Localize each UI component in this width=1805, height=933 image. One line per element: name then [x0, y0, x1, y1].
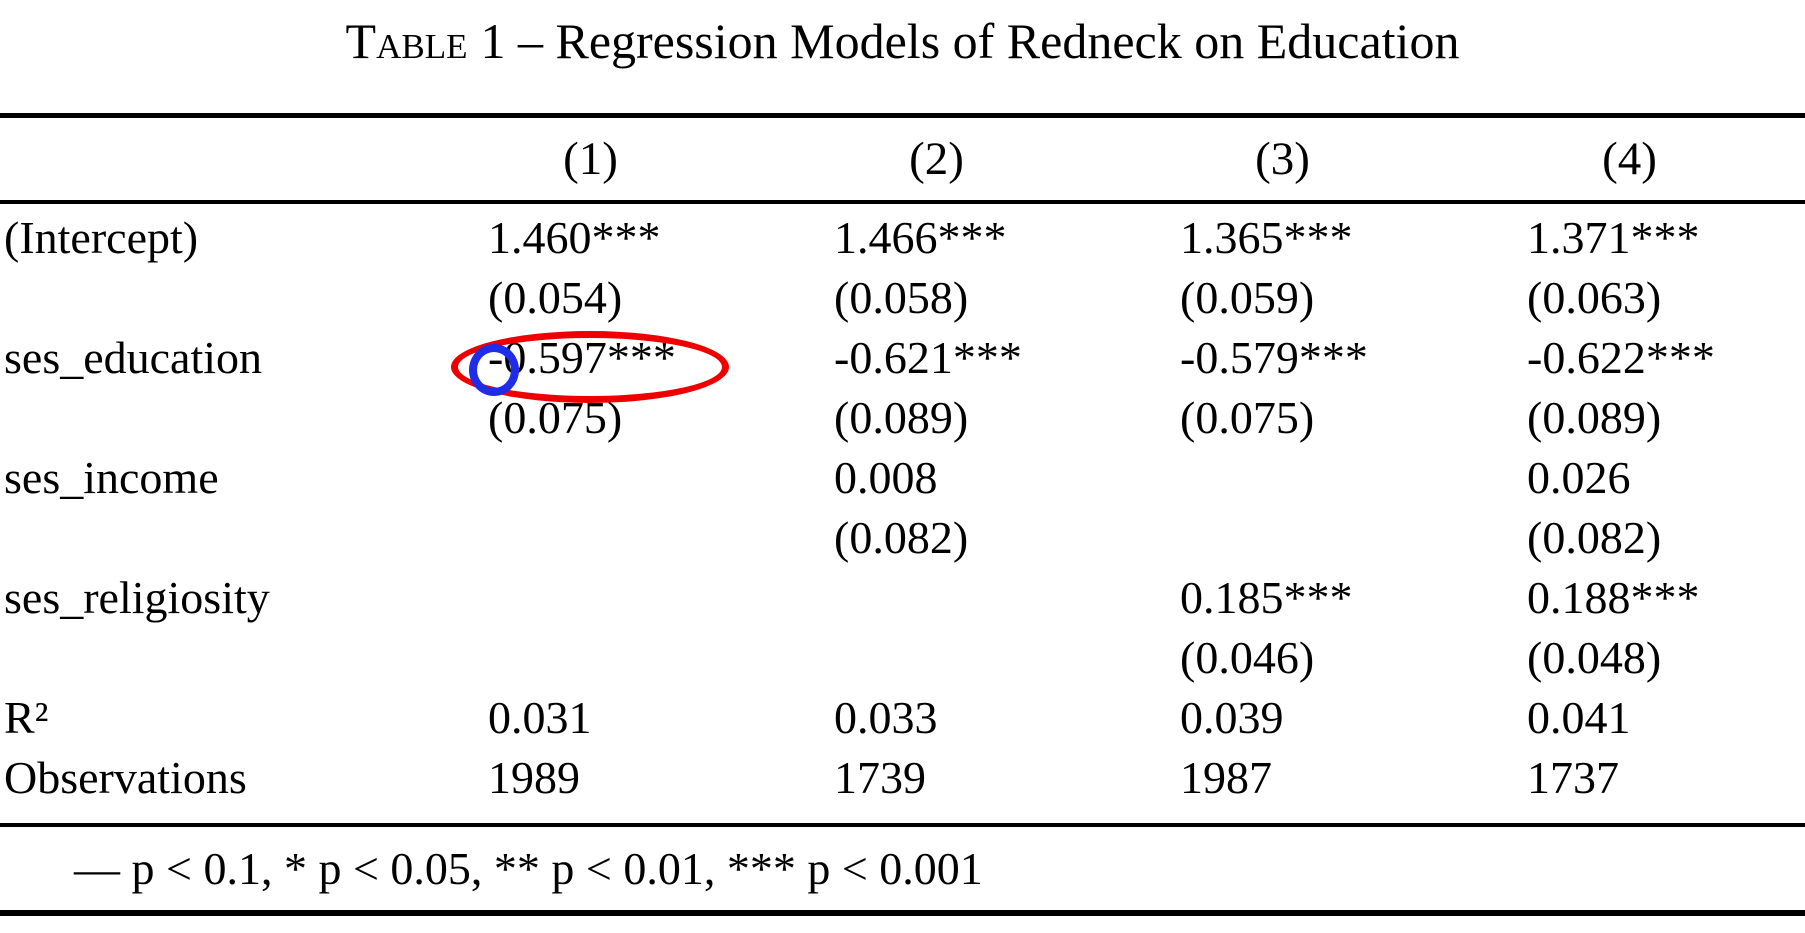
coef-cell-circled: -0.597***	[488, 332, 676, 383]
se-cell: (0.082)	[834, 512, 969, 563]
stat-label-r-squared: R²	[4, 692, 49, 743]
column-header-1: (1)	[488, 118, 834, 200]
empty-cell	[0, 508, 488, 568]
se-cell: (0.089)	[834, 392, 969, 443]
table-title-prefix: Table	[345, 13, 468, 69]
stat-label-observations: Observations	[4, 752, 247, 803]
coef-cell	[488, 568, 834, 628]
table-title: Table 1 – Regression Models of Redneck on…	[0, 0, 1805, 82]
column-header-2-label: (2)	[909, 133, 964, 185]
coef-cell	[1180, 448, 1527, 508]
stat-cell: 1737	[1527, 752, 1619, 803]
top-rule	[0, 113, 1805, 118]
coef-cell: 1.371***	[1527, 212, 1700, 263]
se-cell: (0.046)	[1180, 632, 1315, 683]
coef-cell: -0.579***	[1180, 332, 1368, 383]
coef-cell	[488, 448, 834, 508]
se-cell: (0.075)	[1180, 392, 1315, 443]
column-header-3: (3)	[1180, 118, 1527, 200]
column-header-3-label: (3)	[1255, 133, 1310, 185]
se-cell: (0.089)	[1527, 392, 1662, 443]
coef-cell: 0.008	[834, 452, 938, 503]
column-header-row: (1) (2) (3) (4)	[0, 118, 1805, 200]
se-cell	[834, 628, 1180, 688]
se-cell	[1180, 508, 1527, 568]
stat-cell: 0.031	[488, 692, 592, 743]
se-cell	[488, 628, 834, 688]
coef-cell: 1.365***	[1180, 212, 1353, 263]
row-label: ses_income	[4, 452, 219, 503]
stat-cell: 0.041	[1527, 692, 1631, 743]
stat-cell: 0.039	[1180, 692, 1284, 743]
empty-cell	[0, 268, 488, 328]
row-label: (Intercept)	[4, 212, 199, 263]
row-label: ses_religiosity	[4, 572, 270, 623]
se-cell: (0.082)	[1527, 512, 1662, 563]
se-cell: (0.048)	[1527, 632, 1662, 683]
coef-cell	[834, 568, 1180, 628]
column-header-4-label: (4)	[1602, 133, 1657, 185]
column-header-2: (2)	[834, 118, 1180, 200]
empty-cell	[0, 628, 488, 688]
row-label: ses_education	[4, 332, 263, 383]
footer-rule	[0, 823, 1805, 827]
coef-cell: 0.188***	[1527, 572, 1700, 623]
stat-cell: 1989	[488, 752, 580, 803]
coef-cell: 0.026	[1527, 452, 1631, 503]
se-cell: (0.063)	[1527, 272, 1662, 323]
column-header-1-label: (1)	[563, 133, 618, 185]
coef-cell: -0.622***	[1527, 332, 1715, 383]
coef-cell: 1.460***	[488, 212, 661, 263]
column-header-4: (4)	[1527, 118, 1805, 200]
header-rule	[0, 200, 1805, 204]
significance-note: — p < 0.1, * p < 0.05, ** p < 0.01, *** …	[74, 843, 983, 894]
bottom-rule	[0, 910, 1805, 916]
table-body: (Intercept) 1.460*** 1.466*** 1.365*** 1…	[0, 208, 1805, 808]
se-cell: (0.054)	[488, 272, 623, 323]
se-cell: (0.058)	[834, 272, 969, 323]
coef-cell: -0.621***	[834, 332, 1022, 383]
se-cell: (0.059)	[1180, 272, 1315, 323]
stat-cell: 0.033	[834, 692, 938, 743]
coef-cell: 1.466***	[834, 212, 1007, 263]
coef-cell: 0.185***	[1180, 572, 1353, 623]
se-cell	[488, 508, 834, 568]
empty-header-cell	[0, 118, 488, 200]
stat-cell: 1987	[1180, 752, 1272, 803]
se-cell: (0.075)	[488, 392, 623, 443]
empty-cell	[0, 388, 488, 448]
stat-cell: 1739	[834, 752, 926, 803]
table-title-text: 1 – Regression Models of Redneck on Educ…	[480, 13, 1460, 69]
